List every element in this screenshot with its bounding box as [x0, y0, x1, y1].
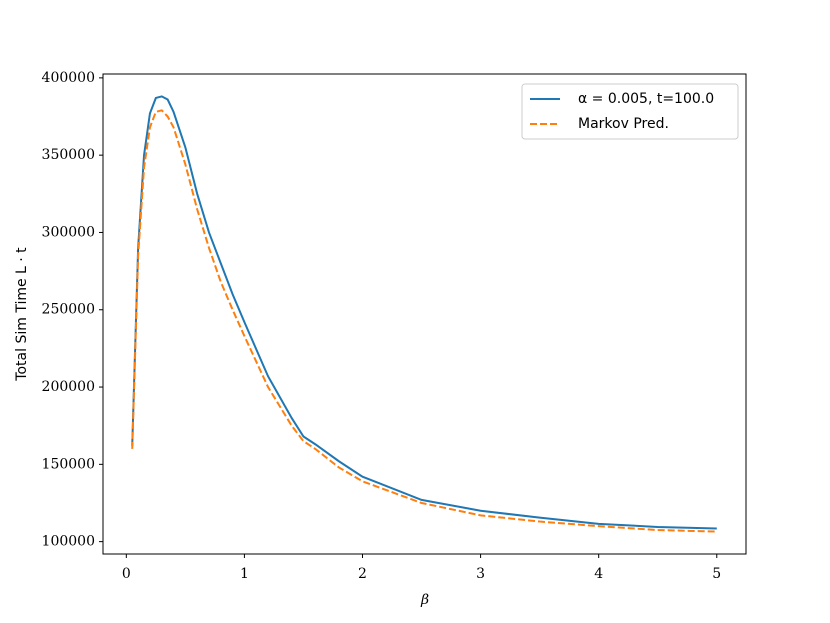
- line-series: [131, 109, 717, 533]
- y-tick-label: 100000: [42, 534, 95, 550]
- legend-label: Markov Pred.: [578, 116, 669, 132]
- legend-label: α = 0.005, t=100.0: [578, 91, 714, 107]
- y-tick-label: 300000: [42, 224, 95, 240]
- x-tick-label: 1: [240, 566, 249, 582]
- x-tick-label: 2: [358, 566, 367, 582]
- y-tick-label: 350000: [42, 147, 95, 163]
- y-tick-label: 250000: [42, 302, 95, 318]
- y-tick-label: 150000: [42, 456, 95, 472]
- y-tick-label: 400000: [42, 70, 95, 86]
- x-axis-label: β: [420, 592, 429, 608]
- plot-frame: [102, 73, 747, 555]
- y-tick-label: 200000: [42, 379, 95, 395]
- x-tick-label: 3: [476, 566, 485, 582]
- y-axis-label: Total Sim Time L · t: [14, 247, 30, 382]
- x-tick-label: 0: [122, 566, 131, 582]
- line-series: [131, 95, 717, 530]
- x-tick-label: 4: [594, 566, 603, 582]
- legend-box: [521, 83, 739, 140]
- x-tick-label: 5: [712, 566, 721, 582]
